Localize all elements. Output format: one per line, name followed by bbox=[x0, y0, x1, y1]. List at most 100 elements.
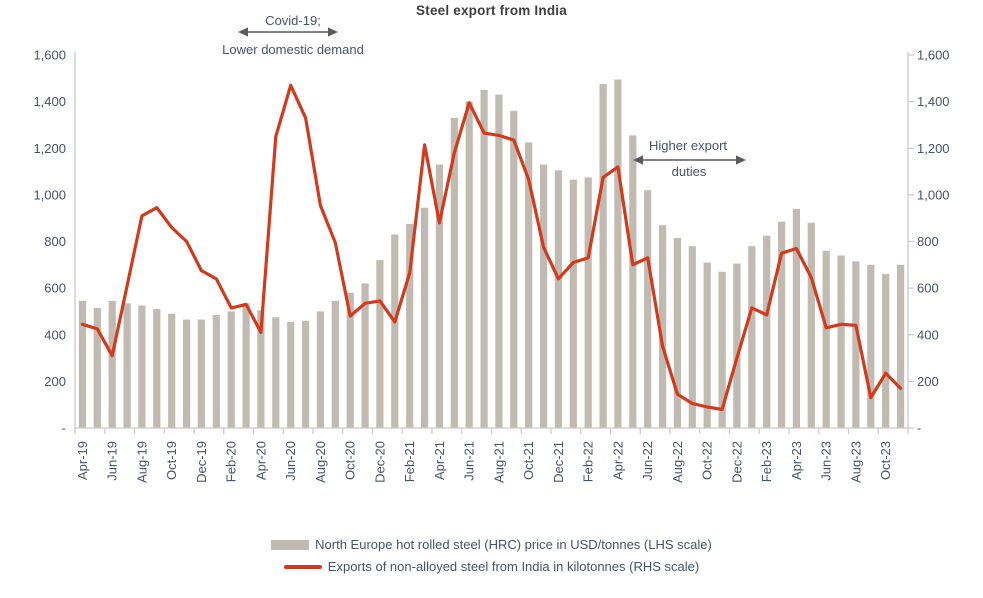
hrc-bar-Sep-21 bbox=[510, 110, 518, 429]
bar-swatch-icon bbox=[271, 539, 310, 550]
y-axis-label-right: 400 bbox=[917, 327, 939, 342]
duties-arrow-right-head bbox=[736, 155, 746, 165]
x-axis-label: Feb-22 bbox=[581, 441, 596, 482]
y-axis-label-left: 400 bbox=[44, 327, 66, 342]
chart-title: Steel export from India bbox=[416, 3, 567, 18]
x-axis-label: Aug-22 bbox=[670, 441, 685, 483]
y-axis-label-right: 800 bbox=[917, 234, 939, 249]
x-axis-label: Oct-21 bbox=[521, 441, 536, 480]
x-axis-label: Apr-19 bbox=[75, 441, 90, 480]
x-axis-label: Dec-22 bbox=[729, 441, 744, 483]
covid-arrow-right-head bbox=[328, 27, 338, 37]
x-axis-label: Jun-19 bbox=[105, 441, 120, 481]
y-axis-label-left: 1,200 bbox=[33, 141, 66, 156]
hrc-bar-Sep-23 bbox=[867, 264, 875, 428]
x-axis-label: Aug-19 bbox=[134, 441, 149, 483]
hrc-bar-Oct-19 bbox=[168, 313, 176, 428]
hrc-bar-Sep-22 bbox=[688, 246, 696, 428]
x-axis-label: Apr-20 bbox=[253, 441, 268, 480]
hrc-bar-May-21 bbox=[450, 117, 458, 429]
chart-legend: North Europe hot rolled steel (HRC) pric… bbox=[0, 537, 983, 574]
hrc-bar-Aug-22 bbox=[673, 238, 681, 428]
y-axis-label-left: 1,000 bbox=[33, 187, 66, 202]
hrc-bar-Feb-20 bbox=[227, 311, 235, 428]
y-axis-label-left: 1,600 bbox=[33, 48, 66, 63]
x-axis-label: Feb-23 bbox=[759, 441, 774, 482]
hrc-bar-Feb-22 bbox=[584, 177, 592, 428]
hrc-bar-Jun-23 bbox=[822, 250, 830, 428]
hrc-bar-Jun-21 bbox=[465, 101, 473, 428]
y-axis-label-left: 1,400 bbox=[33, 94, 66, 109]
covid-annotation-line2: Lower domestic demand bbox=[222, 42, 364, 57]
duties-annotation-line1: Higher export bbox=[648, 138, 728, 153]
hrc-bar-Dec-21 bbox=[554, 170, 562, 428]
hrc-bar-Apr-23 bbox=[792, 208, 800, 428]
hrc-bar-Sep-20 bbox=[331, 300, 339, 428]
x-axis-label: Dec-19 bbox=[194, 441, 209, 483]
hrc-bar-Mar-20 bbox=[242, 303, 250, 428]
hrc-bar-Feb-23 bbox=[763, 235, 771, 428]
x-axis-label: Apr-22 bbox=[610, 441, 625, 480]
hrc-bar-Jan-22 bbox=[569, 179, 577, 428]
hrc-bar-May-23 bbox=[807, 222, 815, 428]
y-axis-label-right: 1,400 bbox=[917, 94, 950, 109]
covid-arrow-left-head bbox=[238, 27, 248, 37]
duties-arrow-left-head bbox=[633, 155, 643, 165]
hrc-bar-Mar-23 bbox=[778, 221, 786, 428]
legend-label-exports: Exports of non-alloyed steel from India … bbox=[327, 559, 700, 574]
hrc-bar-Jul-20 bbox=[302, 320, 310, 428]
x-axis-label: Feb-20 bbox=[224, 441, 239, 482]
x-axis-label: Oct-22 bbox=[700, 441, 715, 480]
hrc-bar-Aug-19 bbox=[138, 305, 146, 428]
x-axis-label: Jun-23 bbox=[819, 441, 834, 481]
y-axis-label-right: 1,000 bbox=[917, 187, 950, 202]
exports-line bbox=[80, 83, 903, 411]
x-axis-label: Jun-20 bbox=[283, 441, 298, 481]
hrc-bar-Oct-20 bbox=[346, 292, 354, 428]
y-axis-label-right: 600 bbox=[917, 281, 939, 296]
hrc-bar-Jan-20 bbox=[212, 314, 220, 428]
hrc-bar-Jul-19 bbox=[123, 303, 131, 428]
hrc-bar-Nov-19 bbox=[183, 319, 191, 428]
legend-label-hrc-price: North Europe hot rolled steel (HRC) pric… bbox=[315, 537, 712, 552]
hrc-bar-Dec-20 bbox=[376, 260, 384, 428]
hrc-bar-Jun-22 bbox=[644, 190, 652, 428]
x-axis-label: Aug-20 bbox=[313, 441, 328, 483]
hrc-bar-Sep-19 bbox=[153, 309, 161, 428]
legend-item-hrc-price: North Europe hot rolled steel (HRC) pric… bbox=[271, 537, 712, 552]
x-axis-label: Oct-23 bbox=[878, 441, 893, 480]
y-axis-label-right: 1,600 bbox=[917, 48, 950, 63]
x-axis-label: Dec-20 bbox=[372, 441, 387, 483]
y-axis-label-right: 200 bbox=[917, 374, 939, 389]
y-axis-label-left: 200 bbox=[44, 374, 66, 389]
y-axis-label-left: - bbox=[62, 421, 66, 436]
duties-annotation-line2: duties bbox=[671, 164, 707, 179]
hrc-bar-Jun-19 bbox=[108, 300, 116, 428]
line-swatch-icon bbox=[283, 564, 322, 569]
hrc-bar-Feb-21 bbox=[406, 224, 414, 428]
x-axis-label: Jun-21 bbox=[462, 441, 477, 481]
x-axis-label: Jun-22 bbox=[640, 441, 655, 481]
y-axis-label-right: - bbox=[917, 421, 921, 436]
x-axis-label: Apr-21 bbox=[432, 441, 447, 480]
hrc-bar-May-22 bbox=[629, 135, 637, 428]
x-axis-label: Feb-21 bbox=[402, 441, 417, 482]
hrc-bar-Oct-23 bbox=[882, 274, 890, 428]
hrc-bar-Jan-23 bbox=[748, 246, 756, 428]
x-axis-label: Oct-20 bbox=[343, 441, 358, 480]
hrc-bar-Nov-21 bbox=[540, 164, 548, 428]
y-axis-label-right: 1,200 bbox=[917, 141, 950, 156]
covid-annotation-line1: Covid-19; bbox=[265, 13, 321, 28]
hrc-bar-Jan-21 bbox=[391, 234, 399, 428]
x-axis-label: Apr-23 bbox=[789, 441, 804, 480]
y-axis-label-left: 600 bbox=[44, 281, 66, 296]
x-axis-label: Aug-23 bbox=[848, 441, 863, 483]
hrc-bar-Jul-21 bbox=[480, 90, 488, 428]
x-axis-label: Oct-19 bbox=[164, 441, 179, 480]
x-axis-label: Dec-21 bbox=[551, 441, 566, 483]
hrc-bar-Oct-21 bbox=[525, 142, 533, 428]
hrc-bar-Mar-22 bbox=[599, 84, 607, 428]
hrc-bar-Dec-22 bbox=[733, 263, 741, 428]
